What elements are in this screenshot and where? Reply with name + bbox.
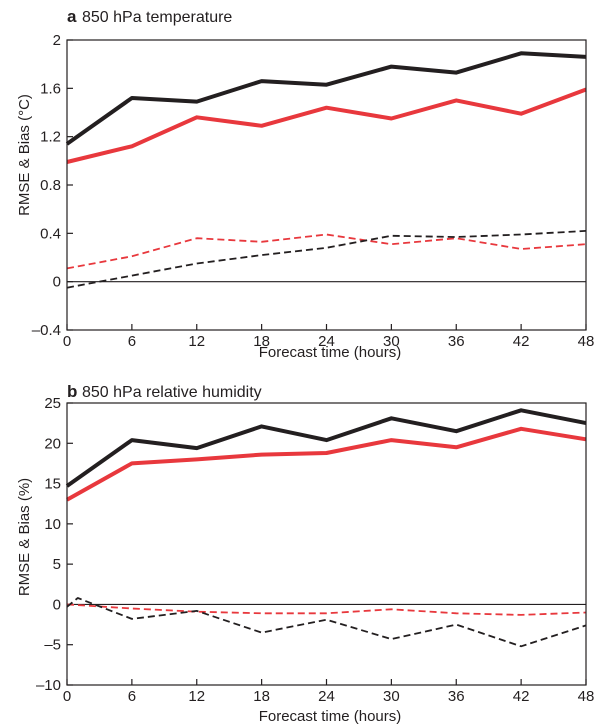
panel-b-y-tick-label: –10 (36, 677, 61, 694)
panel-a-y-tick-label: 0.8 (40, 177, 61, 194)
panel-a-y-tick-label: –0.4 (32, 322, 61, 339)
panel-a-x-axis-label: Forecast time (hours) (259, 344, 402, 361)
panel-b-y-tick-label: 20 (44, 435, 61, 452)
panel-a-y-tick-label: 2 (53, 32, 61, 49)
panel-b-y-tick-label: 0 (53, 596, 61, 613)
panel-a-series (65, 51, 587, 289)
panel-b-x-tick-label: 6 (128, 688, 136, 705)
panel-b-title: 850 hPa relative humidity (82, 384, 262, 401)
panel-b-x-tick-label: 48 (578, 688, 595, 705)
panel-a-title: 850 hPa temperature (82, 9, 232, 26)
panel-b-y-axis-label: RMSE & Bias (%) (16, 478, 33, 596)
panel-b-x-tick-label: 18 (253, 688, 270, 705)
panel-a-ticks: 0 6 12 18 24 30 36 42 48–0.400.40.81.21.62 (32, 32, 595, 350)
panel-b-y-tick-label: 10 (44, 516, 61, 533)
panel-a-x-tick-label: 36 (448, 333, 465, 350)
panel-a-x-tick-label: 0 (63, 333, 71, 350)
panel-a-y-tick-label: 0 (53, 274, 61, 291)
panel-b-x-tick-label: 0 (63, 688, 71, 705)
panel-a-x-tick-label: 24 (318, 333, 335, 350)
panel-b-ticks: 0 6 12 18 24 30 36 42 48 –10 –5 0 5 10 15 20 25 (36, 395, 594, 705)
panel-a-letter: a (67, 7, 77, 26)
panel-a-x-tick-label: 18 (253, 333, 270, 350)
panel-b-x-tick-label: 24 (318, 688, 335, 705)
panel-a-plot-frame (66, 39, 587, 331)
panel-a-series-4-line (66, 230, 587, 289)
panel-b-x-tick-label: 12 (188, 688, 205, 705)
panel-b-y-tick-label: 25 (44, 395, 61, 412)
panel-b-x-tick-label: 36 (448, 688, 465, 705)
panel-b-series-4-line (66, 597, 587, 648)
panel-b-letter: b (67, 382, 77, 401)
panel-a-series-2-line (66, 87, 587, 164)
panel-b-series-3-line (66, 603, 587, 616)
panel-a-y-tick-label: 1.6 (40, 80, 61, 97)
panel-a-y-tick-label: 1.2 (40, 129, 61, 146)
panel-a-x-tick-label: 12 (188, 333, 205, 350)
panel-b-y-tick-label: –5 (44, 637, 61, 654)
panel-a-temperature: a 850 hPa temperature RMSE & Bias (°C) F… (16, 7, 594, 361)
panel-a-series-1-line (65, 51, 587, 146)
panel-a-y-axis-label: RMSE & Bias (°C) (16, 94, 33, 216)
panel-b-y-tick-label: 5 (53, 556, 61, 573)
panel-a-x-tick-label: 48 (578, 333, 595, 350)
panel-a-series-3-line (66, 233, 587, 270)
panel-b-series-1-line (65, 408, 587, 488)
panel-a-x-tick-label: 42 (513, 333, 530, 350)
panel-a-y-tick-label: 0.4 (40, 225, 61, 242)
panel-b-y-tick-label: 15 (44, 476, 61, 493)
panel-b-series (65, 408, 587, 648)
panel-a-x-tick-label: 6 (128, 333, 136, 350)
panel-b-x-axis-label: Forecast time (hours) (259, 708, 402, 725)
panel-b-plot-frame (66, 402, 587, 686)
panel-b-relative-humidity: b 850 hPa relative humidity RMSE & Bias … (16, 382, 594, 725)
panel-b-series-2-line (66, 426, 587, 502)
panel-b-x-tick-label: 42 (513, 688, 530, 705)
panel-a-x-tick-label: 30 (383, 333, 400, 350)
panel-b-x-tick-label: 30 (383, 688, 400, 705)
